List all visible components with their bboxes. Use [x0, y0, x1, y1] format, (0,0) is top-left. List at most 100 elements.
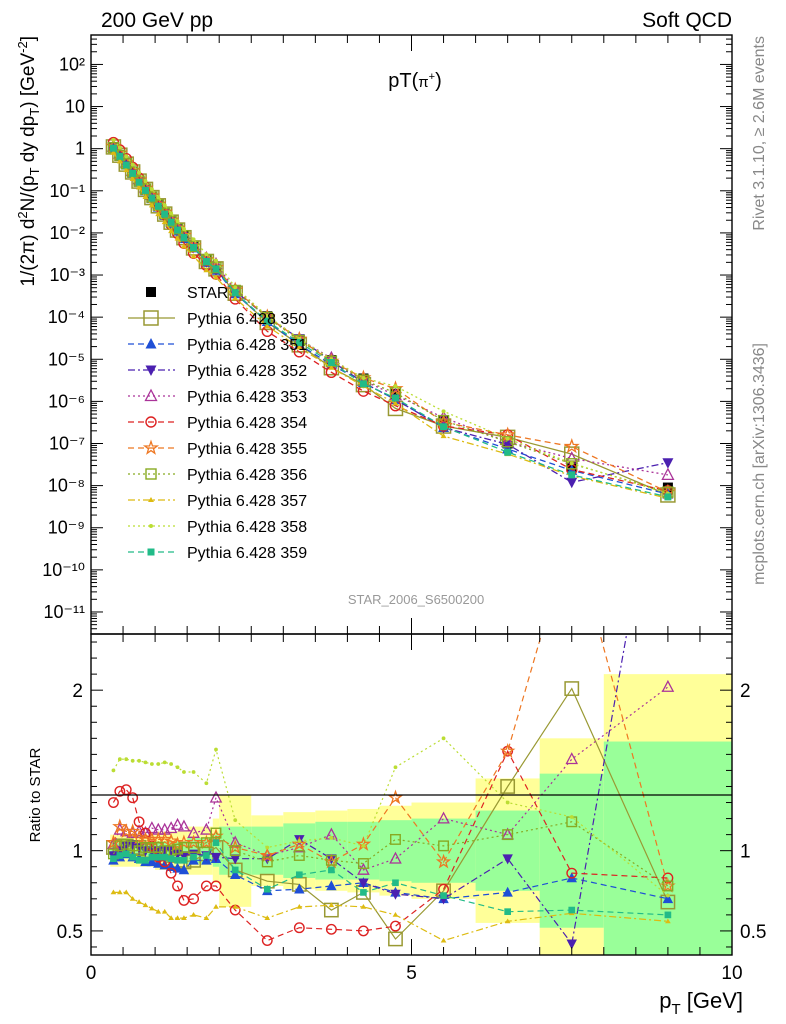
ratio-data-point: [123, 889, 130, 895]
ratio-data-point: [502, 829, 514, 841]
x-tick-label: 0: [86, 963, 97, 984]
ratio-data-point: [210, 852, 222, 863]
ratio-data-point: [325, 923, 337, 935]
ratio-data-point: [435, 853, 452, 869]
main-data-point: [392, 400, 399, 406]
main-data-point: [154, 202, 162, 210]
ratio-data-point: [146, 842, 158, 853]
ratio-data-point: [390, 920, 401, 932]
main-y-tick-label: 10⁻⁴: [48, 307, 85, 327]
ratio-data-point: [191, 770, 196, 774]
legend-marker: [148, 497, 154, 502]
main-data-point: [155, 211, 162, 217]
main-y-tick-label: 10⁻³: [49, 265, 85, 285]
main-data-point: [295, 339, 303, 347]
ratio-data-point: [261, 856, 273, 868]
ratio-data-point: [204, 781, 209, 786]
legend-entry: Pythia 6.428 359: [128, 545, 307, 562]
main-data-point: [391, 394, 399, 402]
main-data-point: [204, 252, 209, 257]
legend-label: Pythia 6.428 352: [187, 363, 307, 380]
ratio-data-point: [190, 912, 197, 917]
ratio-data-point: [662, 872, 674, 884]
legend-entry: Pythia 6.428 350: [128, 310, 307, 328]
ratio-data-point: [131, 829, 147, 845]
main-data-point: [168, 228, 175, 234]
main-data-point: [161, 210, 169, 218]
main-data-point: [213, 258, 218, 263]
plot-title: pT(π+): [388, 70, 441, 92]
ratio-data-point: [360, 889, 367, 896]
legend-marker: [146, 287, 156, 297]
ratio-data-point: [233, 818, 238, 823]
main-data-point: [110, 149, 117, 155]
main-data-point: [563, 438, 580, 454]
ratio-data-point: [214, 747, 218, 752]
ratio-data-point: [172, 880, 183, 892]
ratio-data-point: [182, 770, 186, 774]
main-data-point: [233, 285, 238, 290]
main-data-point: [167, 218, 175, 226]
ratio-data-point: [566, 867, 578, 879]
ratio-data-point: [390, 889, 401, 900]
main-data-point: [149, 187, 154, 192]
ratio-data-point: [200, 822, 213, 835]
main-data-point: [130, 162, 135, 167]
legend-entry: Pythia 6.428 353: [128, 388, 307, 406]
main-data-point: [436, 410, 451, 423]
main-ylabel: 1/(2π) d2N/(pT dy dpT) [GeV-2]: [15, 36, 42, 287]
main-data-point: [180, 233, 188, 241]
ratio-data-point: [148, 853, 156, 861]
ratio-data-point: [121, 841, 132, 852]
main-data-point: [393, 384, 398, 389]
main-data-point: [143, 179, 148, 184]
ratio-data-point: [149, 762, 154, 766]
main-data-point: [359, 380, 367, 388]
main-data-point: [441, 409, 446, 414]
x-tick-label: 5: [406, 963, 417, 984]
ratio-y-tick-label: 2: [72, 681, 83, 702]
ratio-data-point: [440, 892, 447, 899]
ratio-data-point: [213, 904, 219, 909]
ratio-data-point: [389, 851, 402, 864]
ratio-data-point: [229, 845, 241, 857]
ratio-data-point: [163, 832, 179, 848]
main-data-point: [504, 448, 512, 456]
legend-marker: [147, 548, 155, 556]
ratio-data-point: [190, 853, 197, 861]
main-data-point: [116, 152, 124, 160]
main-data-point: [212, 265, 220, 273]
ratio-data-point: [387, 789, 404, 805]
main-data-point: [566, 477, 578, 489]
main-data-point: [175, 219, 180, 224]
legend-label: Pythia 6.428 353: [187, 389, 307, 406]
uncertainty-band-green: [475, 810, 540, 891]
ratio-data-point: [156, 831, 173, 847]
main-data-point: [181, 226, 186, 231]
ratio-series-line: [112, 821, 669, 887]
ratio-data-point: [174, 856, 181, 864]
main-data-point: [231, 289, 239, 297]
ratio-data-point: [159, 859, 170, 870]
ratio-data-point: [174, 915, 181, 920]
main-data-point: [161, 219, 168, 225]
ratio-data-point: [500, 779, 516, 794]
ratio-y-tick-label: 0.5: [57, 922, 83, 943]
ratio-data-point: [294, 883, 305, 894]
main-y-tick-label: 10⁻⁵: [48, 349, 85, 369]
uncertainty-band-green: [212, 834, 220, 867]
ratio-data-point: [107, 797, 119, 808]
main-data-point: [141, 186, 149, 194]
main-data-point: [660, 487, 676, 503]
ratio-series: [107, 816, 674, 892]
ratio-series: [110, 889, 671, 943]
ratio-data-point: [162, 760, 167, 765]
ratio-data-point: [124, 823, 141, 839]
main-data-point: [135, 178, 143, 186]
ratio-data-point: [358, 878, 369, 889]
ratio-data-point: [210, 880, 222, 892]
ratio-data-point: [161, 853, 169, 861]
main-data-point: [264, 323, 271, 329]
ratio-data-point: [178, 864, 190, 875]
main-data-point: [190, 253, 197, 259]
